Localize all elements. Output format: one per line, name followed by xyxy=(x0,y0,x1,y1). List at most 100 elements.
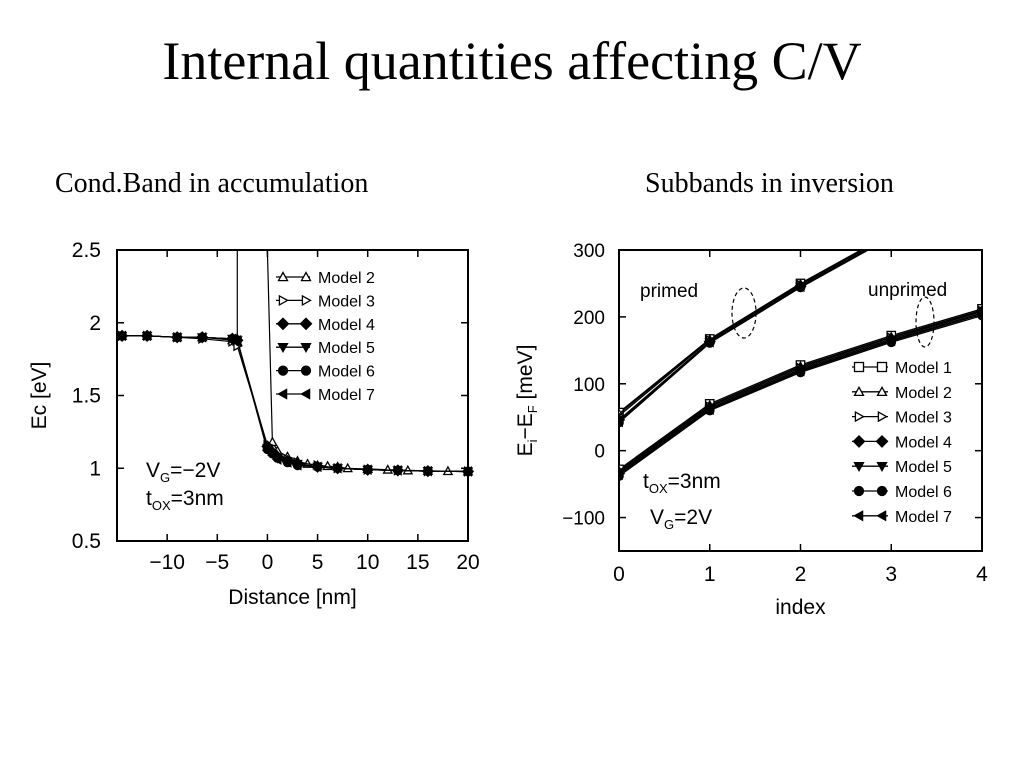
left-x-tick-label: −10 xyxy=(149,551,185,574)
left-vg-annotation-rest: =−2V xyxy=(170,459,220,482)
left-data-point xyxy=(291,460,302,471)
unprimed-label: unprimed xyxy=(868,280,947,301)
left-vg-annotation: VG=−2V xyxy=(146,459,220,485)
left-data-point xyxy=(342,462,353,473)
left-legend-marker xyxy=(299,317,313,331)
left-series-line xyxy=(122,249,469,473)
left-legend-marker xyxy=(277,388,288,400)
right-legend-label: Model 4 xyxy=(895,434,952,451)
right-legend-marker xyxy=(876,461,888,473)
left-data-point xyxy=(422,465,432,477)
right-tox-annotation-rest: =3nm xyxy=(668,470,721,493)
right-data-point xyxy=(885,335,896,347)
left-legend-label: Model 4 xyxy=(318,317,375,334)
primed-ellipse xyxy=(731,287,757,339)
left-series-line xyxy=(122,335,469,473)
left-series-line xyxy=(122,335,469,473)
right-panel-caption: Subbands in inversion xyxy=(645,168,894,199)
right-data-point xyxy=(976,311,982,318)
right-legend-marker xyxy=(854,410,865,423)
left-legend-marker xyxy=(277,271,289,282)
right-legend-label: Model 3 xyxy=(895,410,952,427)
left-data-point xyxy=(231,334,242,346)
right-x-tick-label: 0 xyxy=(613,563,625,586)
right-y-axis-label-part: [meV] xyxy=(514,345,537,406)
right-legend-label: Model 1 xyxy=(895,360,952,377)
left-panel-caption: Cond.Band in accumulation xyxy=(55,168,369,199)
primed-label: primed xyxy=(640,281,698,302)
right-y-tick-label: 0 xyxy=(594,442,605,463)
left-x-tick-label: −5 xyxy=(205,551,229,574)
right-vg-annotation-rest: =2V xyxy=(674,506,712,529)
right-legend-marker xyxy=(853,385,865,397)
left-legend-label: Model 3 xyxy=(318,293,375,310)
right-data-point xyxy=(619,469,624,481)
right-y-axis-label-part: F xyxy=(525,405,540,413)
left-y-tick-label: 2 xyxy=(89,312,101,335)
right-y-tick-label: −100 xyxy=(562,509,605,530)
right-y-axis-label: Ei−EF [meV] xyxy=(514,345,540,457)
right-vg-annotation-sub: G xyxy=(664,517,674,532)
slide-title: Internal quantities affecting C/V xyxy=(162,31,862,91)
left-y-tick-label: 1 xyxy=(89,457,101,480)
right-data-point xyxy=(794,281,805,293)
left-data-point xyxy=(362,464,372,476)
left-data-point xyxy=(261,445,272,457)
left-series-line xyxy=(122,335,469,473)
left-legend-label: Model 7 xyxy=(318,387,375,404)
left-x-tick-label: 10 xyxy=(356,551,379,574)
left-data-point xyxy=(116,330,127,342)
left-y-tick-label: 0.5 xyxy=(72,530,101,553)
right-legend-label: Model 7 xyxy=(895,509,952,526)
left-data-point xyxy=(392,465,402,476)
left-x-tick-label: 5 xyxy=(312,551,324,574)
unprimed-ellipse xyxy=(915,296,935,348)
left-legend-marker xyxy=(277,365,289,376)
left-legend-marker xyxy=(276,317,290,331)
left-series-line xyxy=(122,335,469,473)
right-data-point xyxy=(619,416,624,428)
left-legend-marker xyxy=(278,294,289,307)
right-tox-annotation-main: t xyxy=(643,470,649,493)
left-data-point xyxy=(312,461,322,473)
left-tox-annotation-sub: OX xyxy=(152,498,171,513)
right-x-axis-label: index xyxy=(775,596,826,619)
right-tox-annotation-sub: OX xyxy=(649,481,668,496)
left-x-tick-label: 20 xyxy=(456,551,479,574)
right-legend-marker xyxy=(853,485,865,497)
right-legend-marker xyxy=(852,434,866,448)
right-data-point xyxy=(794,365,805,377)
right-y-axis-label-part: −E xyxy=(514,413,537,439)
right-vg-annotation: VG=2V xyxy=(650,506,712,532)
left-y-tick-label: 2.5 xyxy=(72,239,101,262)
right-legend-marker xyxy=(875,434,889,448)
right-series-line xyxy=(619,250,869,423)
left-data-point xyxy=(332,462,342,474)
left-data-point xyxy=(141,330,152,342)
left-legend-marker xyxy=(300,388,311,400)
right-data-point xyxy=(704,337,714,348)
left-legend-marker xyxy=(300,342,312,354)
right-legend-marker xyxy=(853,510,864,522)
left-tox-annotation-rest: =3nm xyxy=(171,487,224,510)
left-legend-label: Model 5 xyxy=(318,340,375,357)
left-tox-annotation-main: t xyxy=(146,487,152,510)
left-data-point xyxy=(462,466,473,477)
left-data-point xyxy=(171,331,182,343)
right-legend-marker xyxy=(876,510,887,522)
right-y-axis-label-part: E xyxy=(514,442,537,456)
right-series-line xyxy=(619,250,865,417)
right-legend-label: Model 2 xyxy=(895,385,952,402)
left-legend-label: Model 2 xyxy=(318,270,375,287)
right-legend-marker xyxy=(876,385,888,397)
left-chart: −10 −5 0 5 10 15 20 0.5 1 1.5 2 2.5 Distance [nm] Ec … xyxy=(28,239,480,609)
right-data-point xyxy=(704,404,714,416)
left-legend-marker xyxy=(300,271,312,282)
left-data-point xyxy=(271,454,282,465)
left-x-tick-label: 0 xyxy=(262,551,274,574)
right-legend-label: Model 6 xyxy=(895,484,952,501)
left-data-point xyxy=(266,449,277,461)
right-legend-marker xyxy=(877,410,888,423)
left-legend-marker xyxy=(301,294,312,307)
